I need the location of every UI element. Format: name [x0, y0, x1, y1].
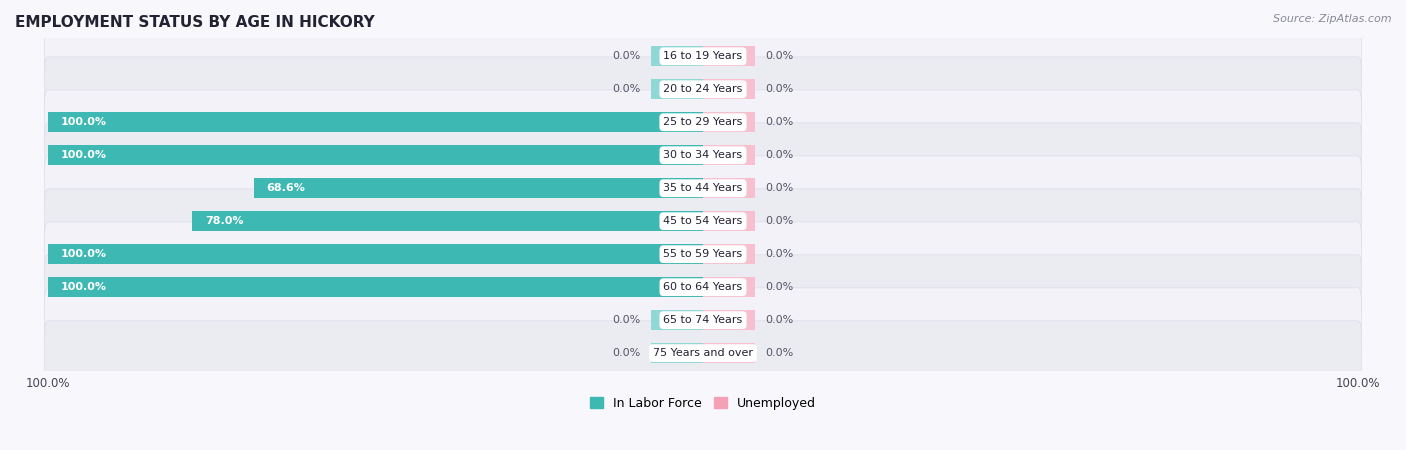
Text: 75 Years and over: 75 Years and over	[652, 348, 754, 358]
Text: 0.0%: 0.0%	[613, 315, 641, 325]
Text: 0.0%: 0.0%	[765, 315, 793, 325]
Bar	[703, 178, 755, 198]
Text: 100.0%: 100.0%	[60, 117, 107, 127]
Bar	[703, 79, 755, 99]
FancyBboxPatch shape	[45, 321, 1361, 386]
Bar	[48, 112, 703, 132]
Text: 0.0%: 0.0%	[765, 117, 793, 127]
Text: 100.0%: 100.0%	[60, 282, 107, 292]
Text: 68.6%: 68.6%	[267, 183, 305, 193]
Bar	[703, 112, 755, 132]
Bar	[651, 343, 703, 363]
Text: 0.0%: 0.0%	[765, 348, 793, 358]
Text: 0.0%: 0.0%	[765, 282, 793, 292]
Bar	[703, 343, 755, 363]
FancyBboxPatch shape	[45, 24, 1361, 89]
FancyBboxPatch shape	[45, 222, 1361, 287]
Bar	[703, 211, 755, 231]
FancyBboxPatch shape	[45, 156, 1361, 220]
Text: Source: ZipAtlas.com: Source: ZipAtlas.com	[1274, 14, 1392, 23]
Text: 0.0%: 0.0%	[765, 84, 793, 94]
Bar	[253, 178, 703, 198]
Bar	[651, 79, 703, 99]
Bar	[703, 310, 755, 330]
Bar	[48, 145, 703, 166]
Text: 78.0%: 78.0%	[205, 216, 243, 226]
Text: 100.0%: 100.0%	[60, 150, 107, 160]
Text: 20 to 24 Years: 20 to 24 Years	[664, 84, 742, 94]
Text: 0.0%: 0.0%	[613, 51, 641, 61]
Text: EMPLOYMENT STATUS BY AGE IN HICKORY: EMPLOYMENT STATUS BY AGE IN HICKORY	[15, 15, 375, 30]
FancyBboxPatch shape	[45, 57, 1361, 122]
Text: 55 to 59 Years: 55 to 59 Years	[664, 249, 742, 259]
Bar	[191, 211, 703, 231]
Bar	[651, 46, 703, 67]
Text: 16 to 19 Years: 16 to 19 Years	[664, 51, 742, 61]
Text: 60 to 64 Years: 60 to 64 Years	[664, 282, 742, 292]
Bar	[703, 46, 755, 67]
Bar	[703, 145, 755, 166]
Bar	[703, 244, 755, 265]
Text: 0.0%: 0.0%	[765, 150, 793, 160]
FancyBboxPatch shape	[45, 288, 1361, 352]
Text: 0.0%: 0.0%	[765, 183, 793, 193]
FancyBboxPatch shape	[45, 90, 1361, 154]
Text: 65 to 74 Years: 65 to 74 Years	[664, 315, 742, 325]
FancyBboxPatch shape	[45, 123, 1361, 188]
Bar	[651, 310, 703, 330]
Text: 45 to 54 Years: 45 to 54 Years	[664, 216, 742, 226]
Text: 0.0%: 0.0%	[765, 216, 793, 226]
Text: 0.0%: 0.0%	[613, 348, 641, 358]
FancyBboxPatch shape	[45, 255, 1361, 320]
FancyBboxPatch shape	[45, 189, 1361, 253]
Text: 35 to 44 Years: 35 to 44 Years	[664, 183, 742, 193]
Text: 30 to 34 Years: 30 to 34 Years	[664, 150, 742, 160]
Text: 0.0%: 0.0%	[765, 249, 793, 259]
Legend: In Labor Force, Unemployed: In Labor Force, Unemployed	[585, 392, 821, 415]
Text: 100.0%: 100.0%	[60, 249, 107, 259]
Bar	[48, 277, 703, 297]
Text: 0.0%: 0.0%	[765, 51, 793, 61]
Text: 0.0%: 0.0%	[613, 84, 641, 94]
Text: 25 to 29 Years: 25 to 29 Years	[664, 117, 742, 127]
Bar	[703, 277, 755, 297]
Bar	[48, 244, 703, 265]
